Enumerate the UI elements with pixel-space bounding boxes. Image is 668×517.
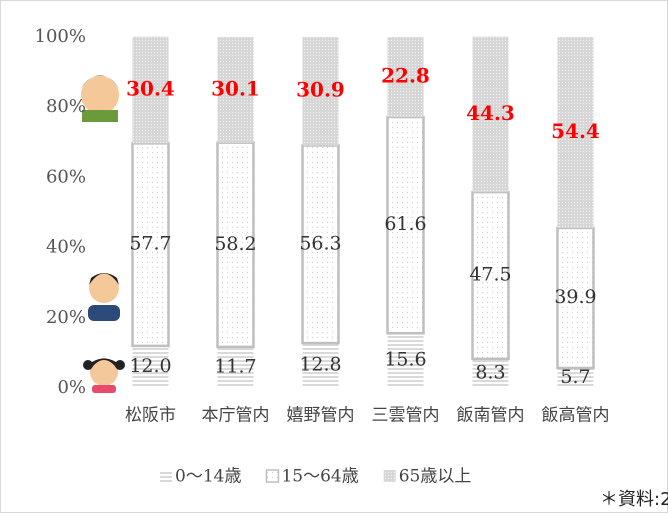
x-tick-label: 飯高管内 bbox=[542, 406, 610, 426]
data-label: 12.0 bbox=[129, 355, 171, 377]
x-tick-label: 三雲管内 bbox=[372, 406, 440, 426]
icon-elder bbox=[80, 75, 120, 122]
data-label: 30.1 bbox=[211, 76, 260, 100]
bar-segment bbox=[132, 36, 169, 144]
icon-child bbox=[83, 358, 125, 393]
legend-swatch bbox=[265, 469, 280, 483]
data-label: 44.3 bbox=[466, 101, 515, 125]
bar-segment bbox=[302, 343, 339, 388]
data-label: 58.2 bbox=[214, 233, 256, 255]
legend-swatch bbox=[160, 470, 172, 482]
legend-label: 65歳以上 bbox=[399, 467, 472, 487]
y-tick-label: 100% bbox=[35, 26, 86, 47]
legend-label: 0～14歳 bbox=[175, 467, 241, 487]
data-label: 8.3 bbox=[475, 361, 505, 383]
y-tick-label: 20% bbox=[46, 307, 86, 328]
legend-label: 15～64歳 bbox=[281, 467, 358, 487]
data-label: 54.4 bbox=[551, 119, 600, 143]
data-label: 47.5 bbox=[469, 264, 511, 286]
bar-segment bbox=[387, 37, 424, 118]
data-label: 11.7 bbox=[214, 355, 256, 377]
y-tick-label: 60% bbox=[46, 166, 86, 187]
bar-segment bbox=[557, 37, 594, 228]
bar-segment bbox=[556, 226, 595, 370]
bar-segment bbox=[217, 37, 254, 143]
x-tick-label: 本庁管内 bbox=[202, 406, 270, 426]
legend-swatch bbox=[383, 470, 396, 482]
bar-segment bbox=[471, 190, 510, 361]
bar-segment bbox=[132, 345, 169, 388]
data-label: 39.9 bbox=[554, 286, 596, 308]
data-label: 12.8 bbox=[299, 354, 341, 376]
data-label: 22.8 bbox=[381, 64, 430, 88]
y-tick-label: 0% bbox=[57, 377, 86, 398]
data-label: 56.3 bbox=[299, 232, 341, 254]
data-label: 5.7 bbox=[560, 366, 590, 388]
source: ＊資料:2 bbox=[600, 489, 668, 510]
data-label: 57.7 bbox=[129, 233, 171, 255]
icon-adult bbox=[88, 273, 120, 321]
bar-segment bbox=[302, 37, 339, 146]
bar-segment bbox=[387, 333, 424, 388]
y-tick-label: 40% bbox=[46, 237, 86, 258]
bar-segment bbox=[217, 346, 254, 388]
data-label: 15.6 bbox=[384, 349, 426, 371]
bar-segment bbox=[386, 115, 425, 335]
data-label: 61.6 bbox=[384, 213, 426, 235]
y-tick-label: 80% bbox=[46, 96, 86, 117]
x-tick-label: 松阪市 bbox=[125, 406, 176, 426]
bar-segment bbox=[557, 367, 594, 388]
bar-segment bbox=[472, 36, 509, 193]
x-tick-label: 嬉野管内 bbox=[287, 406, 355, 426]
data-label: 30.4 bbox=[126, 77, 175, 101]
bar-segment bbox=[472, 358, 509, 388]
x-tick-label: 飯南管内 bbox=[457, 406, 525, 426]
data-label: 30.9 bbox=[296, 78, 345, 102]
